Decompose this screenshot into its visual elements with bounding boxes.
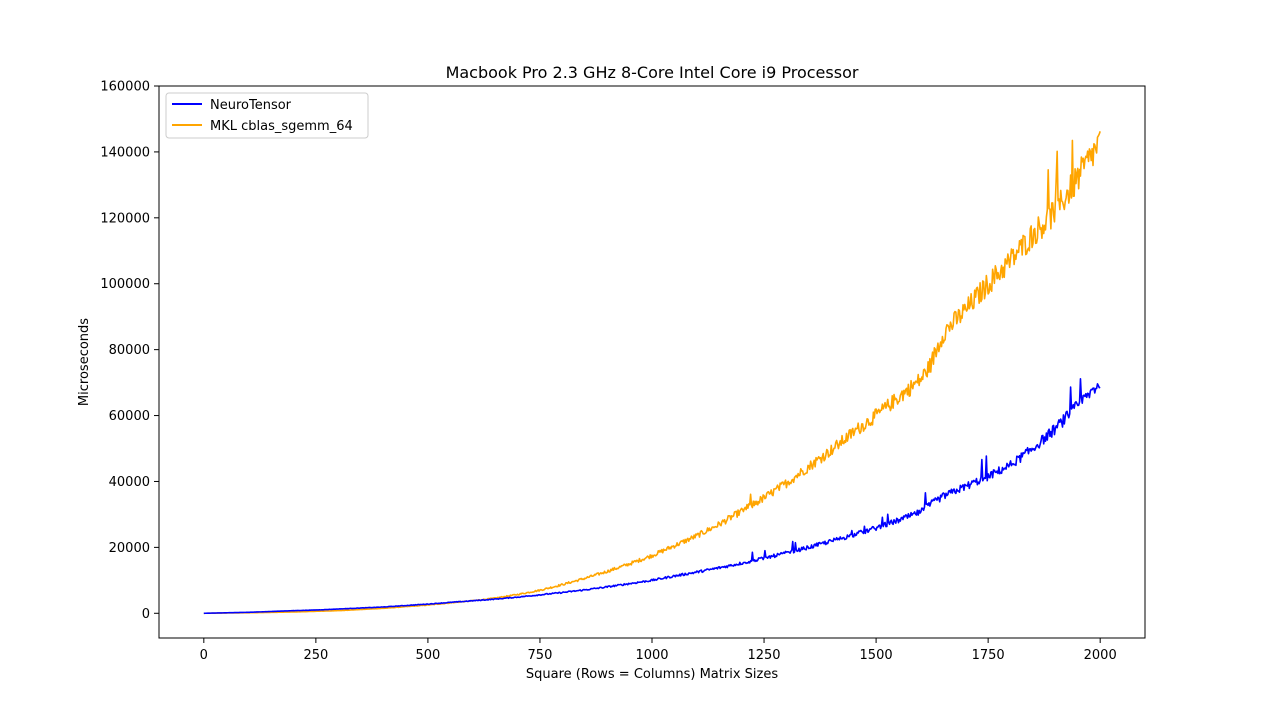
x-axis: 0 250 500 750 1000 1250 1500 1750 2000 [200,638,1117,663]
y-tick-label: 60000 [109,409,150,424]
legend-label-mkl: MKL cblas_sgemm_64 [210,119,353,134]
x-tick-label: 750 [528,648,553,663]
legend-label-neurotensor: NeuroTensor [210,98,292,113]
x-tick-label: 2000 [1084,648,1117,663]
y-tick-label: 100000 [100,277,150,292]
y-tick-label: 0 [142,607,150,622]
x-tick-label: 250 [303,648,328,663]
x-tick-label: 500 [415,648,440,663]
y-axis-label: Microseconds [77,318,92,406]
y-tick-label: 80000 [109,343,150,358]
y-tick-label: 160000 [100,80,150,95]
y-tick-label: 40000 [109,475,150,490]
x-axis-label: Square (Rows = Columns) Matrix Sizes [526,667,778,682]
x-tick-label: 1500 [860,648,893,663]
series-line-mkl [203,131,1101,615]
y-tick-label: 140000 [100,145,150,160]
y-axis: 0 20000 40000 60000 80000 100000 120000 140000 1… [100,80,159,622]
x-tick-label: 1250 [747,648,780,663]
x-tick-label: 1000 [635,648,668,663]
y-tick-label: 120000 [100,211,150,226]
x-tick-label: 0 [200,648,208,663]
series-layer [203,131,1101,615]
legend-box [165,92,369,139]
chart-title: Macbook Pro 2.3 GHz 8-Core Intel Core i9… [446,63,859,82]
legend: NeuroTensor MKL cblas_sgemm_64 [165,92,369,139]
x-tick-label: 1750 [972,648,1005,663]
y-tick-label: 20000 [109,541,150,556]
series-line-neurotensor [203,377,1101,615]
